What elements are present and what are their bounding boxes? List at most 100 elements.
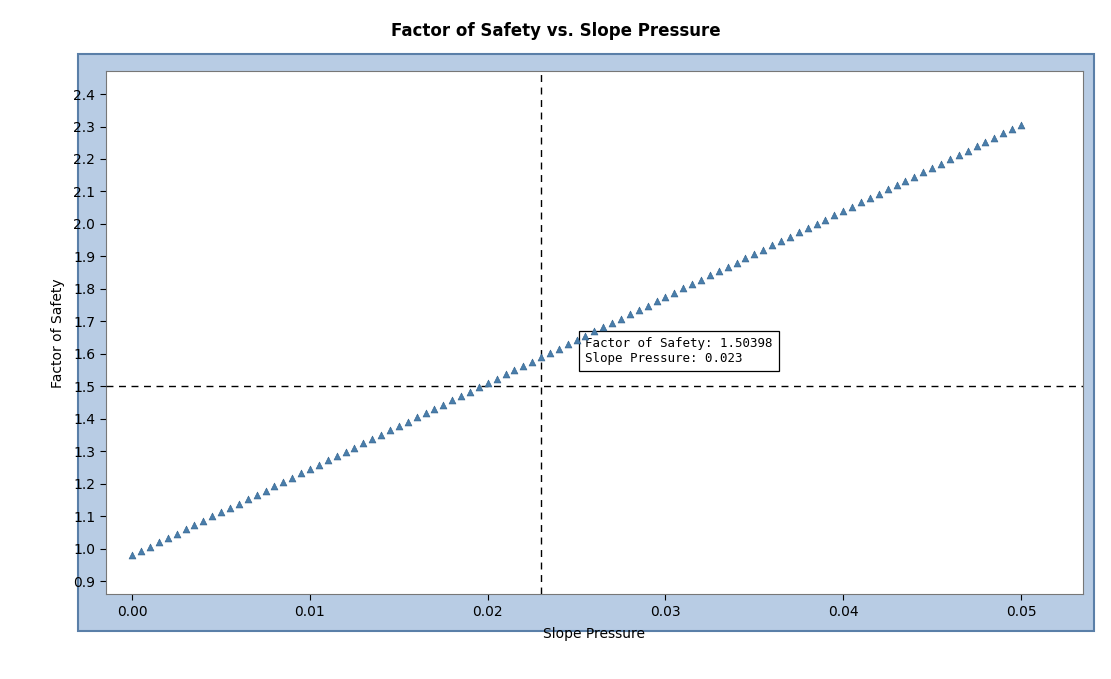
Point [710, 265, 728, 276]
Point [248, 490, 266, 500]
Point [346, 442, 363, 453]
Point [132, 545, 150, 556]
Point [870, 188, 888, 199]
Point [186, 519, 203, 530]
Point [888, 180, 905, 191]
Point [914, 167, 932, 178]
Point [905, 171, 923, 182]
Point [141, 541, 159, 552]
Point [817, 214, 834, 225]
Point [177, 524, 194, 535]
Point [1012, 120, 1030, 130]
Point [239, 494, 257, 504]
Point [577, 330, 594, 341]
Point [719, 261, 737, 272]
Point [283, 473, 301, 483]
Point [950, 149, 968, 160]
Text: Factor of Safety vs. Slope Pressure: Factor of Safety vs. Slope Pressure [391, 22, 720, 39]
Point [825, 210, 843, 221]
Text: Factor of Safety: 1.50398
Slope Pressure: 0.023: Factor of Safety: 1.50398 Slope Pressure… [585, 337, 773, 365]
Point [381, 425, 399, 436]
Point [897, 175, 914, 186]
Point [408, 412, 426, 423]
Point [203, 511, 221, 522]
Point [354, 438, 372, 449]
Point [150, 537, 168, 548]
Point [772, 236, 790, 246]
Point [292, 468, 310, 479]
Point [852, 197, 870, 208]
Point [159, 532, 177, 543]
X-axis label: Slope Pressure: Slope Pressure [543, 627, 645, 641]
Point [550, 343, 568, 354]
Point [194, 515, 212, 526]
Point [612, 313, 630, 324]
Point [879, 184, 897, 195]
Point [390, 421, 408, 432]
Point [541, 348, 559, 359]
Point [657, 291, 674, 302]
Point [506, 365, 523, 375]
Point [523, 356, 541, 367]
Point [257, 485, 274, 496]
Point [923, 162, 941, 173]
Point [123, 550, 141, 561]
Point [603, 317, 621, 328]
Point [212, 507, 230, 517]
Point [266, 481, 283, 492]
Point [621, 309, 639, 320]
Point [728, 257, 745, 268]
Point [648, 296, 665, 307]
Point [861, 193, 879, 204]
Point [274, 477, 292, 488]
Point [959, 145, 977, 156]
Point [594, 322, 612, 333]
Point [452, 390, 470, 401]
Point [417, 407, 434, 418]
Point [1003, 124, 1021, 134]
Point [763, 240, 781, 251]
Point [497, 369, 514, 380]
Point [639, 300, 657, 311]
Point [426, 403, 443, 414]
Point [443, 394, 461, 405]
Point [977, 136, 994, 147]
Point [310, 460, 328, 471]
Point [434, 399, 452, 410]
Point [843, 201, 861, 212]
Point [674, 283, 692, 294]
Point [799, 223, 817, 234]
Point [532, 352, 550, 363]
Y-axis label: Factor of Safety: Factor of Safety [51, 278, 64, 388]
Point [834, 206, 852, 217]
Point [470, 382, 488, 392]
Point [701, 270, 719, 281]
Point [683, 278, 701, 289]
Point [932, 158, 950, 169]
Point [230, 498, 248, 509]
Point [301, 464, 319, 475]
Point [337, 447, 354, 458]
Point [985, 132, 1003, 143]
Point [461, 386, 479, 397]
Point [372, 429, 390, 440]
Point [514, 361, 532, 371]
Point [328, 451, 346, 462]
Point [363, 434, 381, 445]
Point [737, 253, 754, 263]
Point [781, 232, 799, 242]
Point [665, 287, 683, 298]
Point [968, 141, 985, 152]
Point [754, 244, 772, 255]
Point [745, 249, 763, 259]
Point [585, 326, 603, 337]
Point [692, 274, 710, 285]
Point [559, 339, 577, 350]
Point [168, 528, 186, 539]
Point [399, 416, 417, 427]
Point [479, 378, 497, 388]
Point [808, 219, 825, 230]
Point [790, 227, 808, 238]
Point [488, 373, 506, 384]
Point [941, 154, 959, 165]
